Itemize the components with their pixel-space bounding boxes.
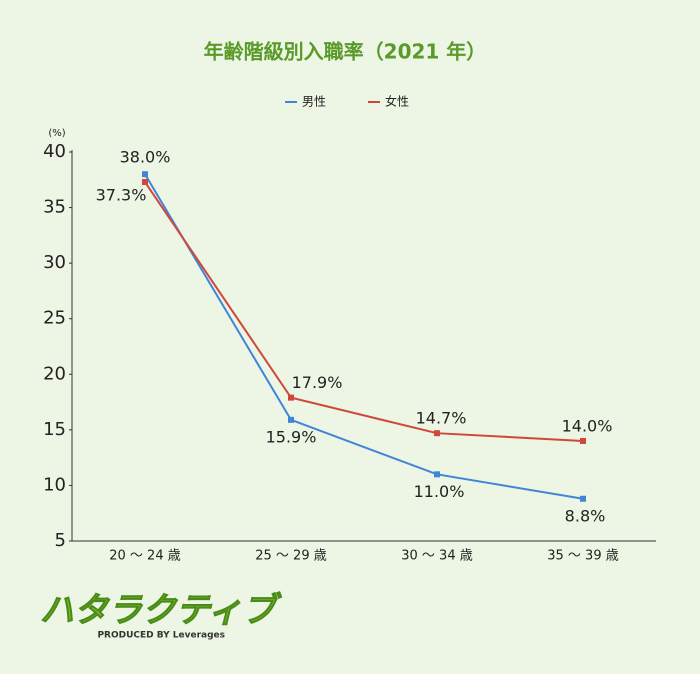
point-marker — [288, 394, 294, 401]
point-marker — [580, 495, 586, 502]
logo: ハタラクティブ — [40, 591, 282, 631]
point-marker — [434, 430, 440, 437]
x-tick-label: 30 ～ 34 歳 — [401, 549, 472, 564]
data-label: 15.9% — [266, 427, 317, 446]
credit: PRODUCED BY Leverages — [97, 631, 225, 641]
data-label: 8.8% — [565, 506, 606, 525]
legend-label: 男性 — [302, 95, 326, 109]
y-tick-label: 40 — [43, 141, 66, 162]
series-line — [144, 181, 584, 442]
data-label: 38.0% — [120, 148, 171, 167]
chart-title: 年齢階級別入職率（2021 年） — [204, 40, 487, 64]
data-label: 17.9% — [292, 373, 343, 392]
y-tick-label: 35 — [43, 197, 66, 218]
y-tick-label: 5 — [55, 530, 66, 551]
y-unit: (%) — [48, 128, 65, 139]
legend-label: 女性 — [385, 94, 409, 109]
data-label: 14.7% — [416, 409, 467, 428]
data-label: 14.0% — [562, 416, 613, 435]
x-tick-label: 20 ～ 24 歳 — [109, 549, 180, 564]
x-tick-label: 35 ～ 39 歳 — [547, 549, 618, 564]
point-marker — [434, 471, 440, 478]
data-label: 11.0% — [414, 482, 465, 501]
y-tick-label: 30 — [43, 252, 66, 273]
series-line — [144, 173, 584, 500]
data-label: 37.3% — [96, 186, 147, 205]
point-marker — [288, 416, 294, 423]
x-tick-label: 25 ～ 29 歳 — [255, 549, 326, 564]
point-marker — [142, 179, 148, 186]
point-marker — [142, 171, 148, 178]
y-tick-label: 25 — [43, 308, 66, 329]
y-tick-label: 15 — [43, 419, 66, 440]
y-tick-label: 20 — [43, 363, 66, 384]
y-tick-label: 10 — [43, 474, 66, 495]
point-marker — [580, 437, 586, 444]
